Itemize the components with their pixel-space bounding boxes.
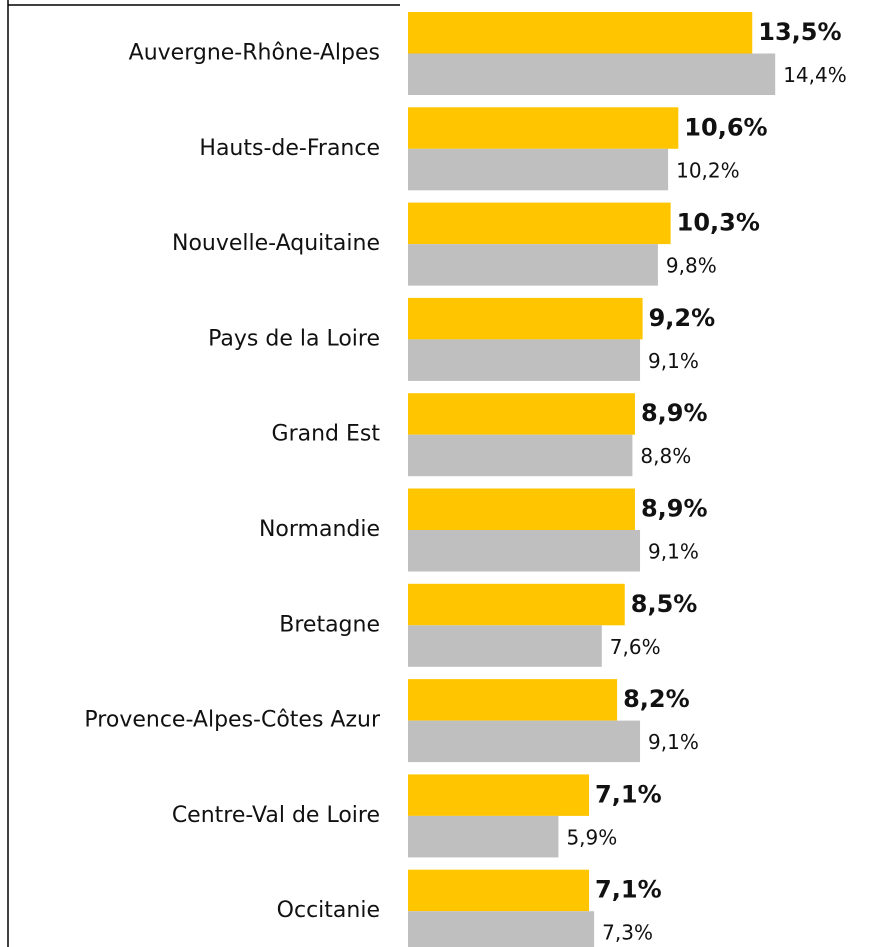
category-label: Provence-Alpes-Côtes Azur (84, 708, 381, 733)
value-label: 8,9% (641, 399, 708, 427)
bar (408, 625, 602, 667)
category-label: Bretagne (279, 612, 380, 637)
category-label: Occitanie (277, 898, 380, 923)
bar (408, 202, 671, 245)
value-label: 9,1% (648, 730, 699, 754)
bar (408, 339, 641, 381)
value-label: 8,9% (641, 495, 708, 523)
bar (408, 393, 635, 435)
category-label: Auvergne-Rhône-Alpes (129, 41, 380, 66)
value-label: 13,5% (758, 18, 841, 46)
bar (408, 434, 633, 477)
bar (408, 107, 679, 149)
category-label: Pays de la Loire (208, 326, 380, 351)
value-label: 7,1% (595, 876, 662, 904)
bar (408, 583, 625, 626)
value-label: 10,2% (676, 158, 740, 182)
value-label: 8,8% (640, 444, 691, 468)
bar (408, 720, 641, 763)
value-label: 9,2% (649, 304, 716, 332)
value-label: 9,8% (666, 254, 717, 278)
bar (408, 244, 658, 286)
bar (408, 297, 643, 340)
bar (408, 815, 559, 858)
category-label: Grand Est (272, 422, 381, 447)
bar (408, 774, 590, 816)
category-label: Centre-Val de Loire (172, 803, 380, 828)
category-label: Hauts-de-France (199, 136, 380, 161)
value-label: 7,3% (602, 921, 653, 945)
bar (408, 679, 618, 721)
bar (408, 12, 753, 54)
value-label: 5,9% (566, 825, 617, 849)
value-label: 7,1% (595, 780, 662, 808)
value-label: 8,5% (631, 590, 698, 618)
value-label: 10,6% (684, 113, 767, 141)
bar (408, 148, 669, 191)
value-label: 14,4% (783, 63, 847, 87)
value-label: 9,1% (648, 349, 699, 373)
category-label: Nouvelle-Aquitaine (172, 231, 380, 256)
bar (408, 869, 590, 912)
bar (408, 911, 595, 947)
bar (408, 53, 776, 95)
bar (408, 488, 635, 530)
value-label: 8,2% (623, 685, 690, 713)
value-label: 9,1% (648, 540, 699, 564)
bar (408, 530, 641, 572)
value-label: 7,6% (610, 635, 661, 659)
value-label: 10,3% (677, 209, 760, 237)
category-label: Normandie (259, 517, 380, 542)
